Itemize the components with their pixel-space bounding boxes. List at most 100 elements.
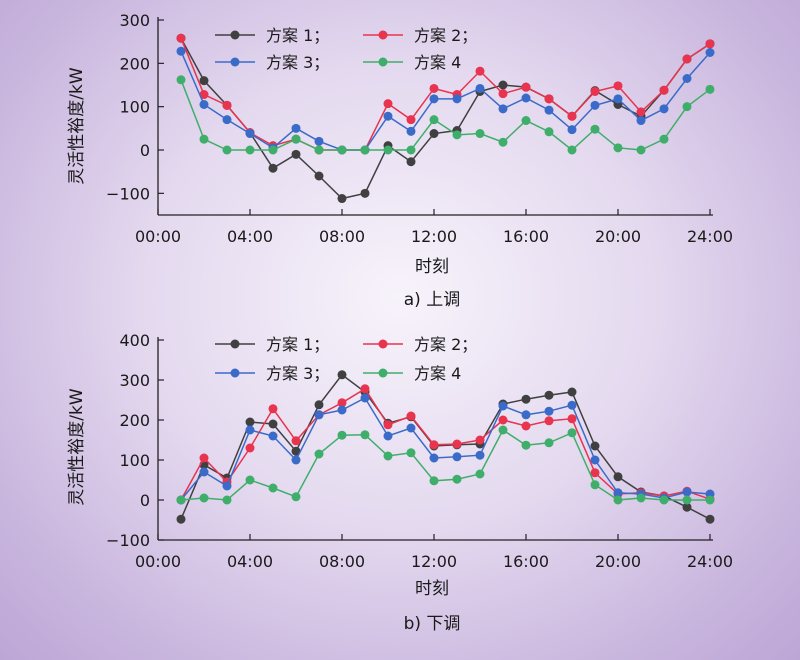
data-point-b-2-5 [268, 404, 278, 414]
legend-marker-b-2 [378, 339, 388, 349]
data-point-b-1-4 [245, 417, 255, 427]
data-point-b-4-7 [314, 449, 324, 459]
data-point-a-3-22 [659, 104, 669, 114]
x-axis-title-a: 时刻 [415, 257, 449, 277]
legend-label-b-2: 方案 2； [414, 335, 477, 354]
data-point-a-1-8 [337, 194, 347, 204]
data-point-b-1-17 [544, 390, 554, 400]
legend-label-a-3: 方案 3； [266, 53, 329, 72]
legend-marker-b-4 [378, 368, 388, 378]
plot-area-a: −100 0 100 200 300 00:00 04:00 08:00 12:00 16:00 2… [106, 11, 733, 246]
data-point-b-4-12 [429, 476, 439, 486]
data-point-b-4-24 [705, 495, 715, 505]
data-point-b-4-9 [360, 430, 370, 440]
data-point-b-3-19 [590, 455, 600, 465]
data-point-a-2-15 [498, 89, 508, 99]
data-point-b-4-10 [383, 451, 393, 461]
data-point-b-3-16 [521, 410, 531, 420]
data-point-a-4-11 [406, 145, 416, 155]
data-point-a-4-4 [245, 145, 255, 155]
data-point-a-1-12 [429, 129, 439, 139]
data-point-b-4-13 [452, 474, 462, 484]
data-point-b-3-12 [429, 453, 439, 463]
plot-area-b: −100 0 100 200 300 400 00:00 04:00 08:00 12:00 16:… [106, 331, 733, 571]
x-tick-label-a-6: 24:00 [687, 227, 733, 246]
data-point-b-3-18 [567, 400, 577, 410]
data-point-b-4-19 [590, 480, 600, 490]
data-point-b-3-5 [268, 431, 278, 441]
y-tick-label-a-4: 300 [119, 11, 150, 30]
x-axis-title-b: 时刻 [415, 579, 449, 599]
data-point-b-1-24 [705, 514, 715, 524]
data-point-a-2-2 [199, 90, 209, 100]
x-tick-label-a-2: 08:00 [319, 227, 365, 246]
x-tick-label-a-3: 12:00 [411, 227, 457, 246]
data-point-b-2-2 [199, 453, 209, 463]
data-point-b-3-13 [452, 452, 462, 462]
data-point-a-2-14 [475, 66, 485, 76]
legend-label-b-1: 方案 1； [266, 335, 329, 354]
data-point-b-4-16 [521, 440, 531, 450]
data-point-b-3-2 [199, 467, 209, 477]
data-point-a-4-9 [360, 145, 370, 155]
data-point-b-2-9 [360, 384, 370, 394]
data-point-a-3-12 [429, 94, 439, 104]
data-point-a-4-2 [199, 134, 209, 144]
data-point-a-4-17 [544, 127, 554, 137]
data-point-a-4-15 [498, 137, 508, 147]
y-tick-label-b-3: 200 [119, 411, 150, 430]
series-line-a-3 [180, 50, 711, 151]
x-tick-label-b-4: 16:00 [503, 552, 549, 571]
data-point-a-4-19 [590, 124, 600, 134]
data-point-a-1-15 [498, 80, 508, 90]
legend-label-a-2: 方案 2； [414, 26, 477, 45]
data-point-a-1-6 [291, 149, 301, 159]
legend-item-b-1: 方案 1； [215, 335, 329, 354]
data-point-a-2-17 [544, 94, 554, 104]
legend-label-a-4: 方案 4 [414, 53, 461, 72]
data-point-b-3-11 [406, 423, 416, 433]
legend-marker-a-3 [230, 57, 240, 67]
data-point-b-4-3 [222, 495, 232, 505]
y-tick-label-b-4: 300 [119, 371, 150, 390]
data-point-b-4-14 [475, 469, 485, 479]
legend-marker-b-3 [230, 368, 240, 378]
data-point-b-3-6 [291, 455, 301, 465]
data-point-a-3-4 [245, 129, 255, 139]
data-point-b-3-7 [314, 410, 324, 420]
data-point-a-2-11 [406, 115, 416, 125]
x-tick-label-b-6: 24:00 [687, 552, 733, 571]
y-tick-label-a-1: 0 [140, 141, 150, 160]
data-point-b-2-12 [429, 440, 439, 450]
data-point-b-3-17 [544, 406, 554, 416]
data-point-a-1-9 [360, 188, 370, 198]
data-point-b-1-20 [613, 472, 623, 482]
data-point-b-1-7 [314, 400, 324, 410]
legend-item-b-3: 方案 3； [215, 364, 329, 383]
data-point-b-3-15 [498, 401, 508, 411]
data-point-a-4-7 [314, 145, 324, 155]
data-point-a-3-18 [567, 125, 577, 135]
caption-a: a) 上调 [404, 290, 460, 310]
x-tick-label-b-1: 04:00 [227, 552, 273, 571]
data-point-a-4-8 [337, 145, 347, 155]
data-point-b-2-15 [498, 415, 508, 425]
data-point-b-4-17 [544, 438, 554, 448]
chart-panel-a: −100 0 100 200 300 00:00 04:00 08:00 12:00 16:00 2… [67, 11, 733, 310]
legend-item-b-2: 方案 2； [363, 335, 477, 354]
data-point-b-3-10 [383, 431, 393, 441]
data-point-a-4-14 [475, 129, 485, 139]
data-point-a-4-12 [429, 115, 439, 125]
data-point-a-4-10 [383, 145, 393, 155]
data-point-b-4-22 [659, 495, 669, 505]
data-point-b-1-8 [337, 370, 347, 380]
data-point-a-3-23 [682, 74, 692, 83]
data-point-a-2-24 [705, 39, 715, 49]
data-point-b-2-4 [245, 443, 255, 453]
data-point-a-2-20 [613, 81, 623, 91]
legend-label-a-1: 方案 1； [266, 26, 329, 45]
legend-item-a-3: 方案 3； [215, 53, 329, 72]
data-point-b-2-19 [590, 468, 600, 478]
legend-item-b-4: 方案 4 [363, 364, 461, 383]
